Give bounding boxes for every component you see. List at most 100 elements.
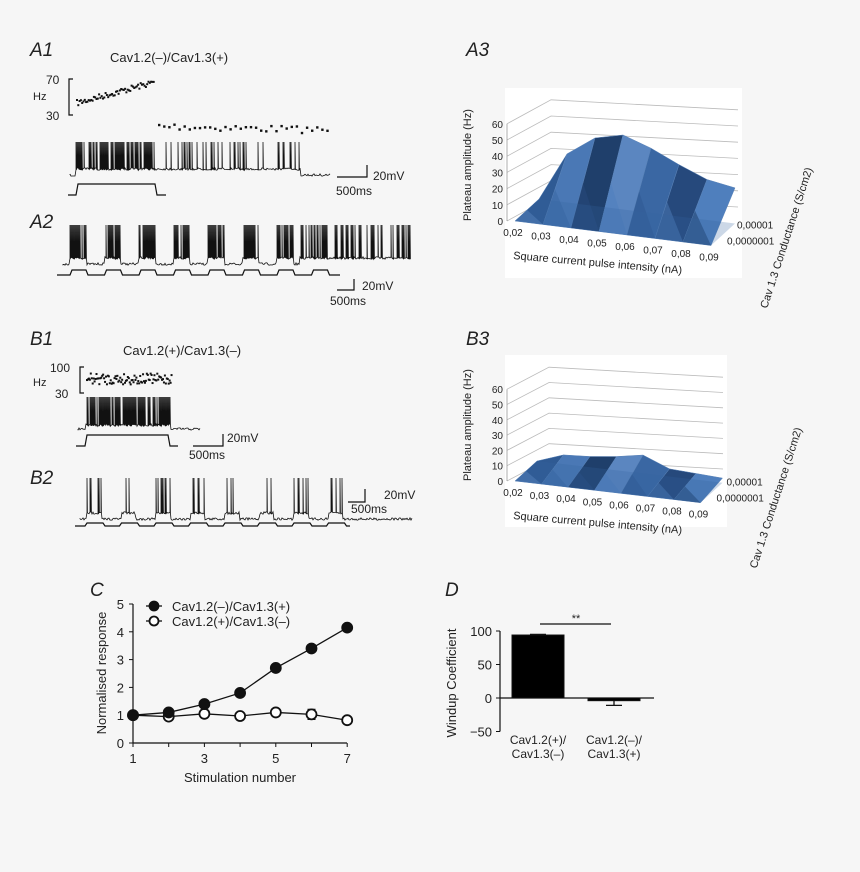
- b1-frequency-dot: [115, 377, 118, 380]
- panel-label-a2: A2: [30, 212, 54, 233]
- c-y-tick-label: 5: [117, 597, 124, 612]
- b3-y-tick-label: 20: [492, 446, 504, 457]
- b1-frequency-dot: [116, 374, 119, 377]
- b3-x-tick-label: 0,03: [530, 491, 550, 502]
- a3-x-tick-label: 0,07: [643, 246, 663, 257]
- b1-scale-voltage: 20mV: [227, 431, 259, 445]
- b1-frequency-dot: [101, 374, 104, 377]
- b3-x-tick-label: 0,07: [636, 504, 656, 515]
- d-bar: [511, 634, 565, 699]
- c-data-point: [234, 710, 247, 722]
- b1-frequency-dot: [103, 377, 106, 380]
- b1-frequency-dot: [149, 372, 152, 375]
- a1-frequency-dot: [151, 80, 154, 83]
- b1-frequency-dot: [118, 379, 121, 382]
- a1-frequency-dot: [120, 88, 123, 91]
- a1-scale-voltage: 20mV: [373, 169, 405, 183]
- a2-voltage-trace: [62, 224, 411, 267]
- c-legend-marker: [148, 600, 160, 612]
- b1-frequency-dot: [93, 380, 96, 383]
- b1-frequency-dot: [107, 375, 110, 378]
- d-y-axis-label: Windup Coefficient: [444, 628, 459, 737]
- a1-frequency-dot: [150, 80, 153, 83]
- b1-frequency-dot: [137, 380, 140, 383]
- a1-frequency-dot: [100, 95, 103, 98]
- c-series-line: [132, 627, 348, 716]
- a1-current-step: [68, 183, 166, 196]
- a1-frequency-dot: [158, 123, 161, 127]
- c-data-point: [269, 706, 282, 719]
- b1-frequency-dot: [167, 382, 170, 385]
- b3-surface-facet: [515, 471, 542, 485]
- b1-frequency-dot: [121, 378, 124, 381]
- b1-frequency-dot: [136, 382, 139, 385]
- c-y-tick-label: 0: [117, 736, 124, 751]
- a1-hz-bottom: 30: [46, 109, 60, 123]
- b1-frequency-dot: [95, 373, 98, 376]
- b1-frequency-dot: [105, 383, 108, 386]
- b3-y-axis-label: Plateau amplitude (Hz): [462, 369, 474, 481]
- b1-frequency-dot: [155, 379, 158, 382]
- b1-hz-unit: Hz: [33, 377, 47, 389]
- panel-label-d: D: [445, 580, 459, 601]
- a1-frequency-dot: [138, 87, 141, 90]
- b1-frequency-dot: [144, 379, 147, 382]
- a1-frequency-dot: [87, 99, 90, 102]
- a3-surface-facet: [655, 201, 683, 242]
- a3-surface-floor: [515, 199, 735, 246]
- a3-y-tick-label: 30: [492, 168, 504, 179]
- a1-frequency-dot: [79, 99, 82, 102]
- b3-gridline: [506, 382, 724, 405]
- a1-frequency-dot: [144, 85, 147, 88]
- a1-frequency-dot: [316, 126, 319, 129]
- a1-frequency-dot: [85, 101, 88, 104]
- b1-frequency-dot: [125, 379, 128, 382]
- d-y-tick-label: 100: [470, 624, 492, 639]
- a3-gridline: [506, 115, 739, 141]
- b1-frequency-dot: [89, 372, 92, 375]
- a1-frequency-dot: [209, 126, 212, 129]
- b1-frequency-dot: [139, 374, 142, 377]
- b3-x-tick-label: 0,04: [556, 494, 576, 505]
- b2-scale-bar: [348, 489, 366, 503]
- a1-frequency-dot: [295, 125, 299, 128]
- a1-frequency-dot: [128, 89, 130, 92]
- b1-frequency-dot: [150, 373, 153, 376]
- c-data-point: [305, 708, 318, 721]
- a1-frequency-dot: [193, 126, 197, 130]
- a3-y-tick-label: 0: [497, 217, 503, 228]
- a1-frequency-dot: [141, 83, 143, 86]
- a1-frequency-dot: [95, 97, 98, 100]
- b1-frequency-dot: [123, 373, 126, 376]
- a3-surface-facet: [515, 210, 543, 225]
- b1-frequency-dot: [122, 383, 125, 386]
- c-x-axis-label: Stimulation number: [184, 770, 297, 785]
- a1-frequency-dot: [82, 100, 85, 103]
- a1-frequency-dot: [118, 89, 121, 92]
- c-data-point: [305, 642, 318, 655]
- a2-scale-bar: [337, 279, 355, 291]
- a1-hz-scale-bar: [68, 78, 73, 116]
- d-category-label: Cav1.2(–)/: [586, 733, 643, 747]
- c-legend-marker: [148, 615, 160, 627]
- a3-gridline: [506, 147, 739, 173]
- c-y-axis-label: Normalised response: [94, 612, 109, 735]
- a1-frequency-dot: [125, 91, 128, 94]
- c-legend-label: Cav1.2(–)/Cav1.3(+): [172, 599, 290, 614]
- a1-frequency-dot: [124, 87, 127, 90]
- b3-y-tick-label: 60: [492, 385, 504, 396]
- a1-frequency-dot: [112, 94, 115, 97]
- b3-surface-floor: [515, 461, 723, 503]
- a2-current-step: [57, 269, 340, 276]
- b1-voltage-trace: [77, 396, 201, 431]
- a1-scale-time: 500ms: [336, 184, 373, 198]
- a1-frequency-dot: [135, 85, 138, 88]
- a1-frequency-dot: [173, 123, 176, 126]
- a1-frequency-dot: [275, 129, 278, 133]
- a2-scale-voltage: 20mV: [362, 279, 394, 293]
- b1-hz-scale-bar: [79, 366, 84, 394]
- b1-scale-time: 500ms: [189, 448, 226, 462]
- a1-frequency-dot: [104, 92, 107, 95]
- a3-surface-facet: [571, 182, 599, 232]
- c-data-point: [341, 621, 354, 634]
